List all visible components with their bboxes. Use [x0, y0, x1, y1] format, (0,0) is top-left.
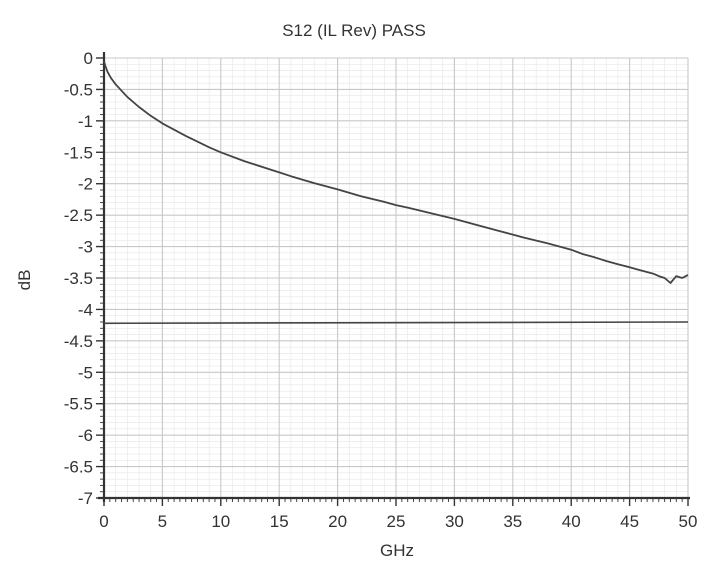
x-axis-label: GHz — [380, 541, 414, 560]
x-tick-label: 30 — [445, 512, 464, 531]
y-tick-label: -1 — [78, 112, 93, 131]
x-tick-label: 45 — [620, 512, 639, 531]
x-tick-label: 40 — [562, 512, 581, 531]
tick-labels: 0 5 10 15 20 25 30 35 40 45 50 0 -0.5 -1 -1.5 -2 -2.5 -3 -… — [64, 49, 698, 531]
x-tick-label: 35 — [503, 512, 522, 531]
y-tick-label: -6 — [78, 426, 93, 445]
y-tick-label: -5.5 — [64, 395, 93, 414]
axes — [96, 52, 690, 506]
x-tick-label: 5 — [158, 512, 167, 531]
y-tick-label: 0 — [84, 49, 93, 68]
x-tick-label: 0 — [99, 512, 108, 531]
x-tick-label: 10 — [211, 512, 230, 531]
x-tick-label: 20 — [328, 512, 347, 531]
y-tick-label: -1.5 — [64, 143, 93, 162]
series-line-limit — [103, 321, 689, 325]
x-tick-label: 50 — [679, 512, 698, 531]
x-tick-label: 25 — [387, 512, 406, 531]
chart-title: S12 (IL Rev) PASS — [282, 21, 426, 40]
y-tick-label: -6.5 — [64, 458, 93, 477]
y-tick-label: -2.5 — [64, 206, 93, 225]
grid — [103, 57, 689, 499]
x-tick-label: 15 — [270, 512, 289, 531]
y-tick-label: -2 — [78, 175, 93, 194]
series-group — [103, 60, 689, 325]
y-tick-label: -5 — [78, 363, 93, 382]
y-axis-label: dB — [15, 270, 34, 291]
y-tick-label: -3 — [78, 238, 93, 257]
y-tick-label: -0.5 — [64, 80, 93, 99]
series-line-insertion-loss — [103, 60, 689, 284]
y-tick-label: -7 — [78, 489, 93, 508]
y-tick-label: -4 — [78, 300, 93, 319]
y-tick-label: -3.5 — [64, 269, 93, 288]
y-tick-label: -4.5 — [64, 332, 93, 351]
